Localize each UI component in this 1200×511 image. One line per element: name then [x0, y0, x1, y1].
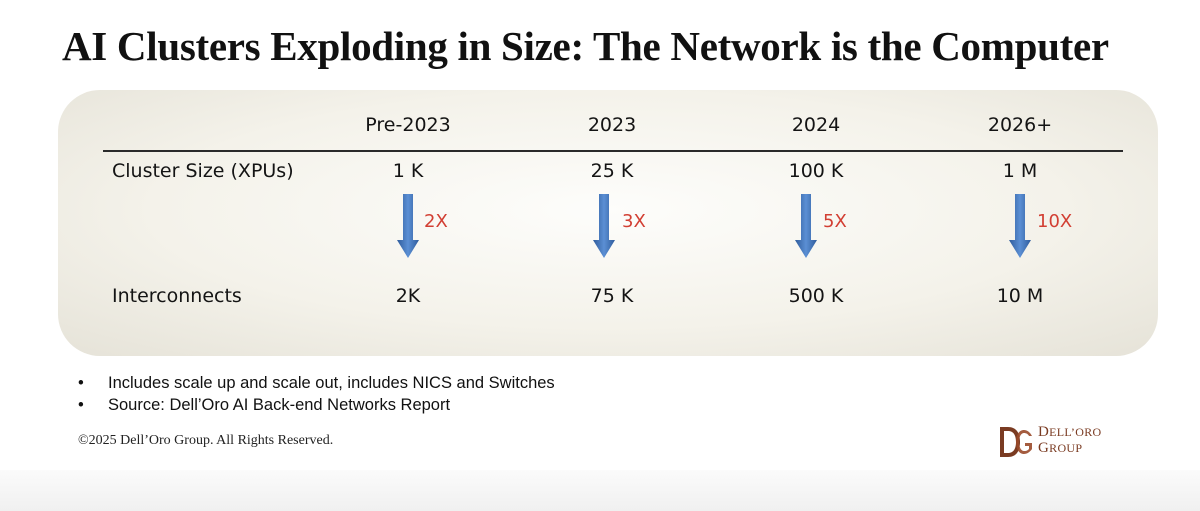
logo-word: ELL’ORO	[1049, 425, 1102, 439]
column-header-2023: 2023	[587, 114, 637, 136]
footnote-item: • Includes scale up and scale out, inclu…	[78, 372, 555, 394]
interconnects-pre-2023: 2K	[395, 285, 421, 307]
dell-oro-logo: DELL’ORO GROUP	[998, 424, 1148, 464]
footnote-item: • Source: Dell’Oro AI Back-end Networks …	[78, 394, 555, 416]
interconnects-2023: 75 K	[590, 285, 634, 307]
cluster-size-2026-plus: 1 M	[1002, 160, 1038, 182]
column-header-2026-plus: 2026+	[987, 114, 1053, 136]
bullet-icon: •	[78, 374, 84, 392]
interconnects-2026-plus: 10 M	[996, 285, 1044, 307]
logo-word: ROUP	[1049, 441, 1083, 455]
down-arrow-icon	[1009, 194, 1031, 258]
column-header-2024: 2024	[791, 114, 841, 136]
footnote-text: Includes scale up and scale out, include…	[108, 374, 555, 392]
footnote-text: Source: Dell’Oro AI Back-end Networks Re…	[108, 396, 451, 414]
page-bottom-band	[0, 470, 1200, 511]
multiplier-2023: 3X	[622, 211, 646, 232]
column-header-pre-2023: Pre-2023	[365, 114, 451, 136]
row-label-interconnects: Interconnects	[112, 285, 242, 307]
page-title: AI Clusters Exploding in Size: The Netwo…	[62, 23, 1109, 69]
copyright-notice: ©2025 Dell’Oro Group. All Rights Reserve…	[78, 433, 334, 448]
down-arrow-icon	[795, 194, 817, 258]
dell-oro-logo-icon	[1000, 427, 1032, 457]
header-divider	[103, 150, 1123, 152]
interconnects-2024: 500 K	[788, 285, 844, 307]
cluster-size-2023: 25 K	[590, 160, 634, 182]
footnotes-list: • Includes scale up and scale out, inclu…	[78, 372, 555, 416]
multiplier-2024: 5X	[823, 211, 847, 232]
row-label-cluster-size: Cluster Size (XPUs)	[112, 160, 294, 182]
multiplier-pre-2023: 2X	[424, 211, 448, 232]
bullet-icon: •	[78, 396, 84, 414]
cluster-size-2024: 100 K	[788, 160, 844, 182]
multiplier-2026-plus: 10X	[1037, 211, 1073, 232]
logo-wordmark: DELL’ORO GROUP	[1038, 424, 1101, 456]
down-arrow-icon	[397, 194, 419, 258]
logo-letter: G	[1038, 440, 1050, 456]
cluster-size-pre-2023: 1 K	[392, 160, 424, 182]
down-arrow-icon	[593, 194, 615, 258]
logo-letter: D	[1038, 424, 1050, 440]
